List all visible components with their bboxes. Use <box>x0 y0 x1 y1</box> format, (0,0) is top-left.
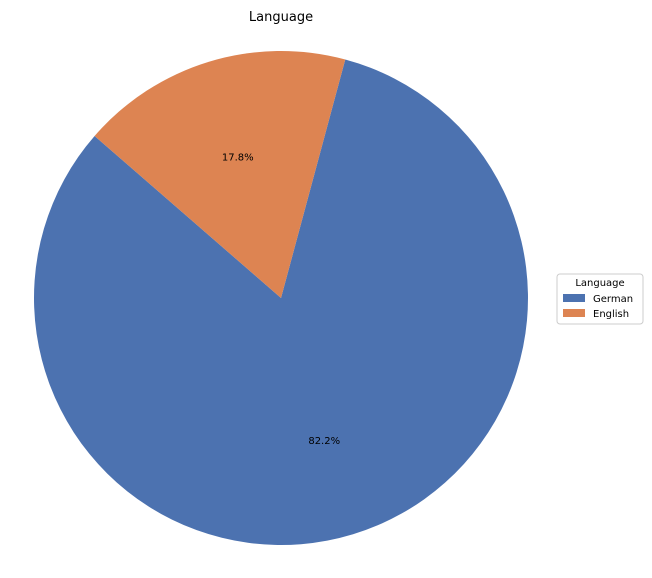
chart-title: Language <box>249 10 313 25</box>
legend-label-german: German <box>593 294 633 305</box>
legend-swatch-german <box>563 294 585 302</box>
legend-title: Language <box>575 278 624 289</box>
pie-percentage-labels: 82.2% 17.8% <box>222 152 340 447</box>
pie-slice-german <box>33 59 528 546</box>
pie-slices <box>33 51 528 546</box>
pie-slice-english <box>94 51 346 298</box>
pie-label-english: 17.8% <box>222 152 254 163</box>
pie-label-german: 82.2% <box>308 436 340 447</box>
legend: Language German English <box>556 273 644 325</box>
legend-label-english: English <box>593 309 629 320</box>
legend-items: German English <box>563 294 633 320</box>
legend-swatch-english <box>563 309 585 317</box>
